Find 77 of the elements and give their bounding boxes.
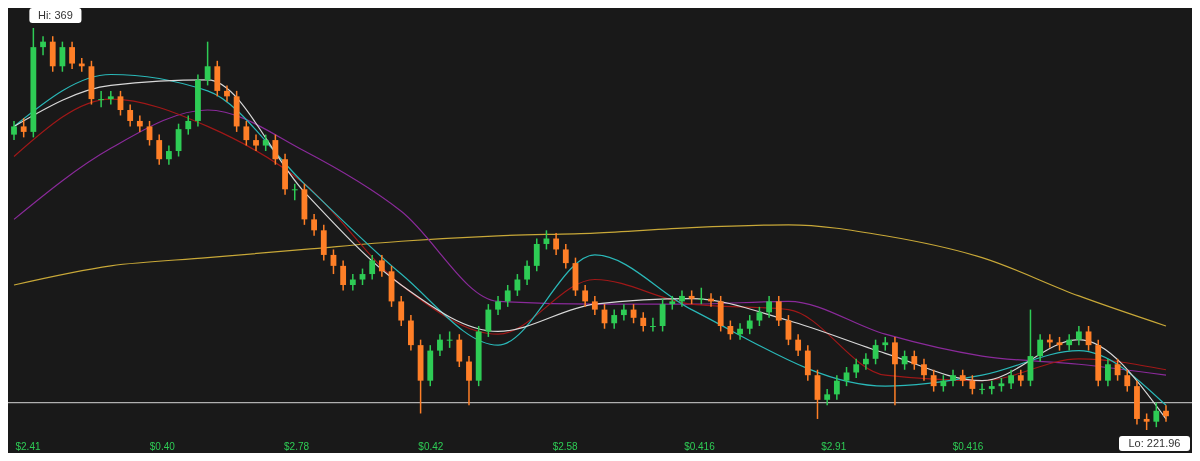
candlestick bbox=[591, 295, 598, 316]
candlestick bbox=[727, 319, 734, 341]
candlestick bbox=[911, 349, 918, 371]
candlestick bbox=[746, 314, 753, 335]
candlestick bbox=[40, 35, 46, 57]
candlestick bbox=[378, 254, 385, 278]
candlestick bbox=[611, 308, 618, 330]
text: $2.78 bbox=[284, 441, 310, 452]
text: $0.42 bbox=[418, 441, 444, 452]
candlestick bbox=[843, 366, 850, 387]
candlestick bbox=[650, 317, 656, 333]
candlestick bbox=[892, 336, 898, 407]
candlestick bbox=[204, 40, 211, 87]
candlestick bbox=[553, 232, 560, 256]
candlestick bbox=[1066, 333, 1073, 352]
candlestick bbox=[1153, 401, 1160, 428]
candlestick bbox=[1124, 368, 1131, 393]
candlestick bbox=[224, 84, 230, 103]
candlestick bbox=[485, 303, 492, 338]
candlestick bbox=[340, 259, 347, 292]
candlestick bbox=[1163, 404, 1169, 423]
text: Hi: 369 bbox=[37, 9, 73, 21]
candlestick bbox=[562, 243, 569, 270]
candlestick bbox=[311, 213, 318, 237]
candlestick bbox=[504, 284, 511, 308]
candlestick bbox=[766, 295, 772, 319]
candlestick bbox=[369, 254, 376, 281]
candlestick bbox=[456, 333, 463, 368]
candlestick bbox=[853, 358, 860, 379]
candlestick bbox=[969, 374, 976, 396]
candlestick bbox=[582, 284, 589, 308]
text: $2.91 bbox=[821, 441, 847, 452]
text: $0.416 bbox=[952, 441, 984, 452]
text: $0.40 bbox=[149, 441, 176, 452]
candlestick bbox=[398, 295, 405, 327]
candlestick bbox=[979, 382, 985, 396]
candlestick bbox=[1114, 358, 1121, 382]
candlestick bbox=[524, 259, 530, 286]
candlestick bbox=[466, 355, 472, 407]
candlestick bbox=[756, 306, 763, 327]
candlestick bbox=[185, 114, 192, 136]
candlestick bbox=[659, 297, 666, 333]
candlestick bbox=[514, 273, 521, 297]
text: $2.58 bbox=[552, 441, 579, 452]
candlestick bbox=[165, 144, 172, 166]
candlestick bbox=[921, 358, 927, 382]
candlestick bbox=[59, 40, 66, 73]
candlestick bbox=[930, 368, 937, 393]
candlestick bbox=[833, 374, 840, 401]
candlestick bbox=[98, 90, 105, 109]
candlestick bbox=[533, 237, 540, 273]
text: Lo: 221.96 bbox=[1128, 437, 1181, 449]
candlestick bbox=[495, 295, 501, 316]
candlestick bbox=[901, 349, 908, 371]
candlestick bbox=[69, 40, 75, 70]
candlestick bbox=[243, 120, 250, 147]
text: $2.41 bbox=[15, 441, 41, 452]
candlestick bbox=[136, 114, 143, 133]
candlestick bbox=[679, 289, 685, 308]
candlestick bbox=[795, 333, 802, 357]
candlestick bbox=[127, 103, 134, 128]
candlestick bbox=[1105, 358, 1111, 387]
candlestick bbox=[107, 90, 114, 106]
candlestick bbox=[156, 133, 163, 166]
candlestick bbox=[1008, 368, 1015, 390]
candlestick bbox=[863, 352, 869, 371]
candlestick bbox=[620, 303, 627, 322]
candlestick bbox=[11, 120, 17, 141]
candlestick bbox=[737, 322, 743, 341]
candlestick bbox=[640, 311, 647, 333]
candlestick bbox=[272, 133, 279, 166]
candlestick bbox=[20, 117, 27, 139]
candlestick bbox=[1075, 325, 1082, 346]
candlestick bbox=[437, 333, 443, 357]
candlestick bbox=[775, 295, 782, 327]
candlestick bbox=[1037, 333, 1044, 363]
text: $0.416 bbox=[684, 441, 716, 452]
